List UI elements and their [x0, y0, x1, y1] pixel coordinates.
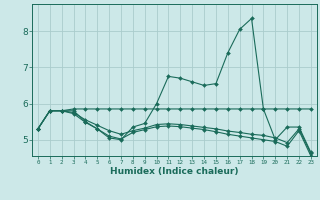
X-axis label: Humidex (Indice chaleur): Humidex (Indice chaleur) [110, 167, 239, 176]
